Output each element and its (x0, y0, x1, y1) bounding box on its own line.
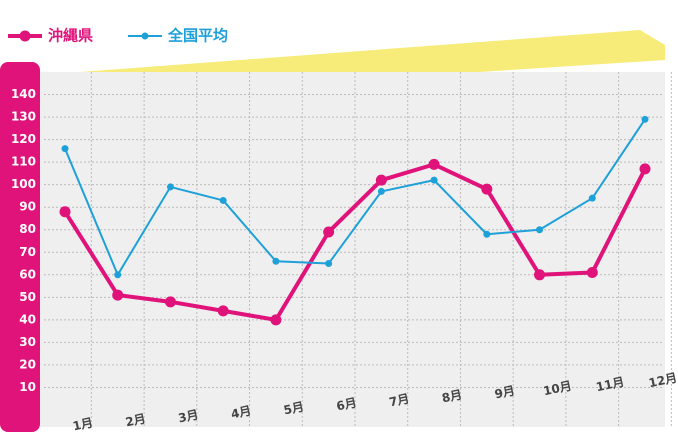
data-point (272, 257, 280, 265)
data-point (483, 230, 491, 238)
data-point (586, 267, 598, 279)
data-point (639, 163, 651, 175)
x-tick-label: 9月 (493, 384, 516, 402)
data-point (114, 271, 122, 279)
x-tick-label: 4月 (230, 404, 253, 422)
data-point (323, 226, 335, 238)
x-tick-label: 1月 (71, 416, 94, 434)
series-line (63, 162, 647, 322)
x-tick-label: 6月 (335, 396, 358, 414)
data-point (164, 296, 176, 308)
x-tick-label: 3月 (177, 408, 200, 426)
data-point (219, 196, 227, 204)
data-point (166, 183, 174, 191)
data-point (588, 194, 596, 202)
data-point (59, 206, 71, 218)
y-axis-band (0, 62, 40, 432)
data-point (112, 289, 124, 301)
data-point (375, 174, 387, 186)
x-tick-label: 11月 (595, 375, 626, 395)
x-tick-label: 12月 (647, 371, 678, 391)
y-tick-label: 20 (19, 357, 36, 371)
y-tick-label: 80 (19, 222, 36, 236)
y-tick-label: 130 (11, 110, 36, 124)
data-point (61, 145, 69, 153)
y-tick-label: 10 (19, 380, 36, 394)
y-tick-label: 70 (19, 245, 36, 259)
y-tick-label: 50 (19, 290, 36, 304)
data-point (377, 187, 385, 195)
data-point (217, 305, 229, 317)
y-tick-label: 140 (11, 87, 36, 101)
data-point (270, 314, 282, 326)
x-tick-label: 7月 (388, 392, 411, 410)
legend-label: 沖縄県 (48, 27, 93, 45)
legend-label: 全国平均 (167, 27, 228, 45)
y-tick-label: 60 (19, 267, 36, 281)
y-tick-label: 110 (11, 155, 36, 169)
data-point (481, 183, 493, 195)
x-tick-label: 8月 (441, 388, 464, 406)
x-tick-label: 10月 (542, 379, 573, 399)
series-line (64, 118, 646, 276)
x-tick-label: 5月 (282, 400, 305, 418)
y-tick-label: 30 (19, 335, 36, 349)
data-point (641, 115, 649, 123)
y-tick-label: 90 (19, 200, 36, 214)
x-tick-label: 2月 (124, 412, 147, 430)
legend-marker (141, 32, 149, 40)
y-tick-label: 120 (11, 132, 36, 146)
legend-marker (19, 30, 31, 42)
data-point (428, 158, 440, 170)
data-point (325, 260, 333, 268)
y-tick-label: 40 (19, 312, 36, 326)
data-point (536, 226, 544, 234)
data-point (534, 269, 546, 281)
y-tick-label: 100 (11, 177, 36, 191)
data-point (430, 176, 438, 184)
